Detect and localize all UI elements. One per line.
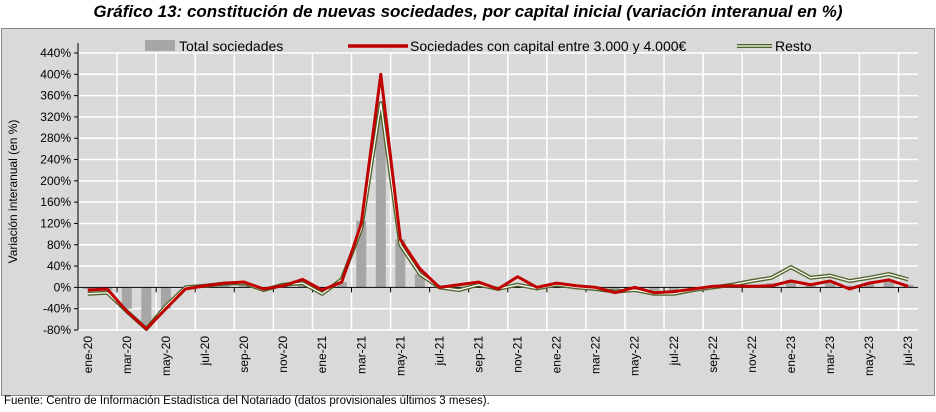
legend-label-resto: Resto	[775, 38, 812, 54]
line-capital-3000-4000	[87, 72, 909, 331]
y-tick-label: 80%	[47, 238, 71, 252]
y-tick-label: 240%	[40, 153, 71, 167]
bar-total-sociedades	[336, 282, 347, 288]
bar-total-sociedades	[356, 220, 367, 288]
x-tick-label: sep-21	[471, 336, 485, 373]
x-tick-label: jul-22	[667, 336, 681, 367]
x-tick-label: mar-21	[354, 336, 368, 374]
bar-total-sociedades	[395, 239, 406, 288]
x-tick-label: ene-22	[550, 336, 564, 374]
bar-total-sociedades	[610, 287, 621, 292]
bar-total-sociedades	[121, 287, 132, 309]
y-tick-label: 40%	[47, 259, 71, 273]
source-footer: Fuente: Centro de Información Estadístic…	[4, 395, 490, 407]
x-tick-label: nov-20	[276, 336, 290, 373]
y-tick-label: 400%	[40, 67, 71, 81]
y-tick-label: 160%	[40, 195, 71, 209]
x-tick-label: may-20	[159, 336, 173, 376]
bar-total-sociedades	[414, 274, 425, 288]
x-tick-label: nov-22	[745, 336, 759, 373]
legend-label-capital: Sociedades con capital entre 3.000 y 4.0…	[410, 38, 687, 54]
x-tick-label: ene-23	[784, 336, 798, 374]
bar-total-sociedades	[82, 287, 93, 289]
bar-total-sociedades	[786, 279, 797, 288]
x-tick-label: ene-20	[81, 336, 95, 374]
y-tick-label: 320%	[40, 110, 71, 124]
bar-total-sociedades	[844, 285, 855, 288]
line-resto-inner	[87, 102, 909, 330]
bar-total-sociedades	[141, 287, 152, 328]
x-tick-label: may-23	[862, 336, 876, 376]
y-tick-label: 360%	[40, 89, 71, 103]
bar-total-sociedades	[649, 287, 660, 293]
x-tick-label: sep-22	[706, 336, 720, 373]
y-axis-label: Variación interanual (en %)	[6, 120, 20, 264]
legend-label-total: Total sociedades	[179, 38, 283, 54]
x-tick-label: may-21	[393, 336, 407, 376]
x-tick-label: ene-21	[315, 336, 329, 374]
y-tick-label: 440%	[40, 46, 71, 60]
x-tick-label: mar-23	[823, 336, 837, 374]
y-tick-label: 0%	[54, 280, 72, 294]
x-tick-label: sep-20	[237, 336, 251, 373]
bar-total-sociedades	[160, 287, 171, 309]
y-tick-label: 280%	[40, 131, 71, 145]
bar-total-sociedades	[219, 284, 230, 288]
bar-total-sociedades	[239, 283, 250, 288]
x-tick-label: mar-20	[120, 336, 134, 374]
x-tick-label: jul-23	[901, 336, 915, 367]
x-tick-label: may-22	[628, 336, 642, 376]
line-resto	[87, 101, 909, 331]
x-tick-label: nov-21	[511, 336, 525, 373]
y-tick-label: -40%	[43, 302, 71, 316]
bar-total-sociedades	[668, 287, 679, 293]
y-tick-label: 200%	[40, 174, 71, 188]
bar-total-sociedades	[375, 100, 386, 288]
x-tick-label: jul-20	[198, 336, 212, 367]
chart-title: Gráfico 13: constitución de nuevas socie…	[93, 2, 843, 21]
bar-total-sociedades	[883, 280, 894, 288]
bar-total-sociedades	[864, 283, 875, 288]
bar-total-sociedades	[825, 282, 836, 288]
y-tick-label: -80%	[43, 323, 71, 337]
y-tick-label: 120%	[40, 216, 71, 230]
x-tick-label: jul-21	[432, 336, 446, 367]
x-tick-label: mar-22	[589, 336, 603, 374]
legend-swatch-total	[145, 40, 175, 51]
